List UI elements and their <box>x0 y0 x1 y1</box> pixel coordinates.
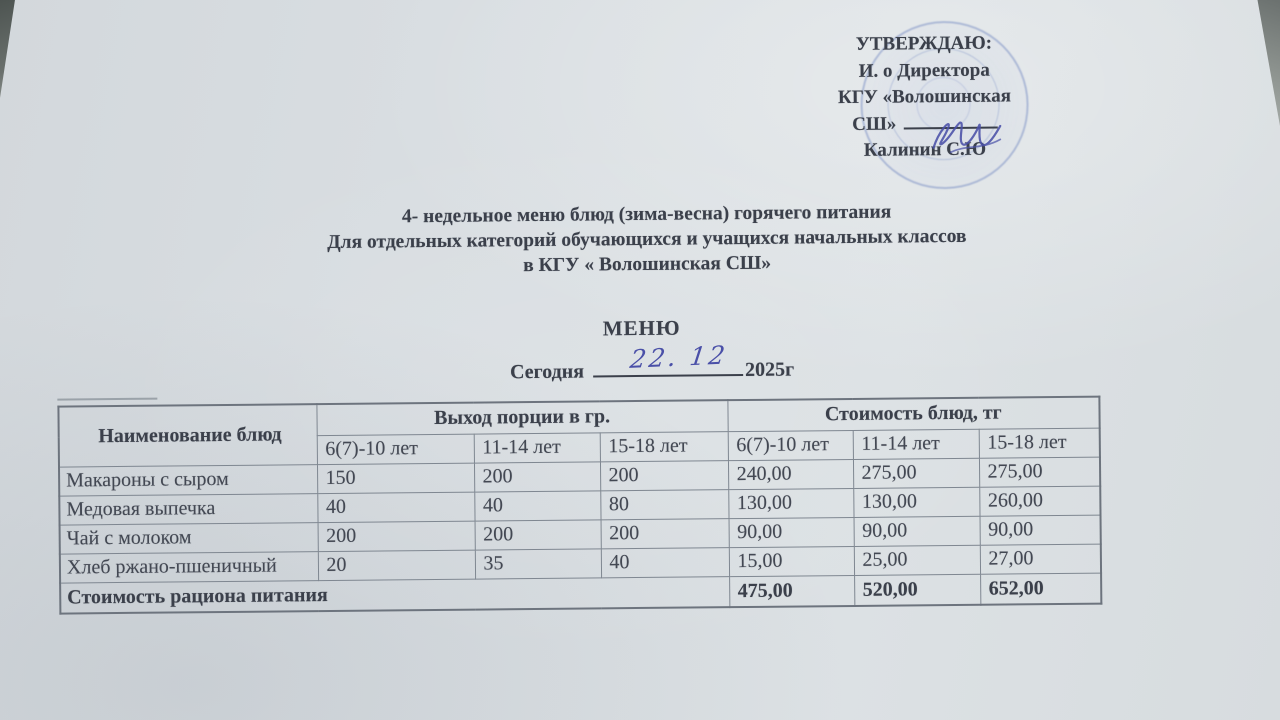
menu-heading: МЕНЮ <box>602 315 681 341</box>
col-header-dish-name: Наименование блюд <box>58 404 317 467</box>
portion-cell: 40 <box>317 491 475 523</box>
portion-cell: 80 <box>600 489 729 520</box>
col-header-cost-age-3: 15-18 лет <box>978 427 1100 458</box>
approval-line-approve: УТВЕРЖДАЮ: <box>855 32 993 55</box>
cost-cell: 90,00 <box>853 515 980 546</box>
total-cost-cell: 652,00 <box>980 572 1102 605</box>
col-header-cost-age-2: 11-14 лет <box>852 428 979 459</box>
cost-cell: 275,00 <box>852 457 980 488</box>
portion-cell: 35 <box>474 548 602 579</box>
handwritten-date: 22. 12 <box>628 340 730 374</box>
approval-org-suffix: СШ» <box>852 113 897 135</box>
portion-cell: 200 <box>473 461 601 492</box>
date-prefix: Сегодня <box>509 360 585 384</box>
total-cost-cell: 520,00 <box>854 573 981 606</box>
dish-name-cell: Медовая выпечка <box>59 493 318 525</box>
date-blank-line: 22. 12 <box>592 340 744 378</box>
portion-cell: 200 <box>317 520 475 552</box>
cost-cell: 275,00 <box>978 456 1101 487</box>
approval-block: УТВЕРЖДАЮ: И. о Директора КГУ «Волошинск… <box>815 30 1034 165</box>
cost-cell: 240,00 <box>727 458 854 490</box>
portion-cell: 40 <box>474 490 601 521</box>
portion-cell: 200 <box>599 460 729 491</box>
portion-cell: 40 <box>600 547 730 578</box>
cost-cell: 90,00 <box>979 514 1101 545</box>
total-label-cell: Стоимость рациона питания <box>60 576 730 614</box>
scan-artifact-line <box>57 397 158 401</box>
portion-cell: 200 <box>474 519 601 550</box>
cost-cell: 260,00 <box>979 485 1101 516</box>
portion-cell: 20 <box>317 549 476 581</box>
cost-cell: 15,00 <box>728 545 855 577</box>
cost-cell: 130,00 <box>853 486 980 517</box>
portion-cell: 150 <box>316 462 475 494</box>
cost-cell: 90,00 <box>728 516 854 548</box>
date-line: Сегодня 22. 12 2025г <box>12 340 1280 389</box>
col-header-portion-age-3: 15-18 лет <box>599 431 728 462</box>
col-header-portion-age-1: 6(7)-10 лет <box>316 433 474 465</box>
dish-name-cell: Хлеб ржано-пшеничный <box>59 551 319 583</box>
approval-line-position: И. о Директора <box>858 59 990 82</box>
cost-cell: 130,00 <box>728 487 854 519</box>
dish-name-cell: Чай с молоком <box>59 522 318 554</box>
approval-line-org: КГУ «Волошинская <box>837 85 1012 109</box>
total-cost-cell: 475,00 <box>729 574 855 608</box>
col-header-portion-group: Выход порции в гр. <box>316 400 728 436</box>
menu-table: Наименование блюд Выход порции в гр. Сто… <box>57 395 1103 615</box>
col-header-cost-group: Стоимость блюд, тг <box>727 396 1100 432</box>
col-header-portion-age-2: 11-14 лет <box>473 432 600 463</box>
cost-cell: 27,00 <box>979 543 1102 574</box>
dish-name-cell: Макароны с сыром <box>58 464 318 496</box>
signature-icon <box>932 121 1002 154</box>
document-title: 4- недельное меню блюд (зима-весна) горя… <box>7 196 1280 283</box>
portion-cell: 200 <box>600 518 729 549</box>
cost-cell: 25,00 <box>853 544 981 575</box>
col-header-cost-age-1: 6(7)-10 лет <box>727 429 853 461</box>
date-year: 2025г <box>744 358 795 381</box>
